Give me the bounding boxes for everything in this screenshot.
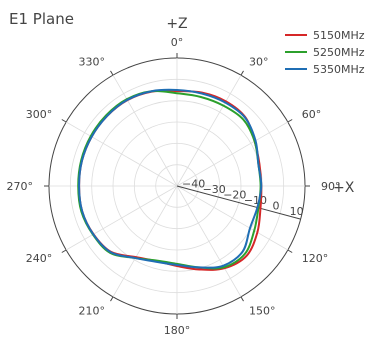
grid-spoke xyxy=(65,121,178,187)
radial-tick-label: −40 xyxy=(182,178,205,191)
grid-spoke xyxy=(112,185,178,298)
series-line-5250MHz xyxy=(77,89,262,270)
chart-title: E1 Plane xyxy=(9,10,74,28)
grid-spoke xyxy=(176,74,242,187)
angular-tick-mark xyxy=(61,119,67,123)
legend-label: 5150MHz xyxy=(313,29,365,42)
radial-tick-label: 0 xyxy=(273,200,280,213)
radial-axis-line xyxy=(176,185,301,220)
legend-label: 5350MHz xyxy=(313,63,365,76)
angular-tick-label: 300° xyxy=(26,108,53,121)
grid-spoke xyxy=(176,185,242,298)
angular-tick-label: 150° xyxy=(249,305,276,318)
radial-tick-label: −10 xyxy=(244,194,267,207)
angular-tick-label: 90° xyxy=(321,180,341,193)
angular-tick-label: 30° xyxy=(249,55,269,68)
angular-tick-mark xyxy=(240,296,244,302)
radial-tick-label: −30 xyxy=(203,183,226,196)
angular-tick-mark xyxy=(287,249,293,253)
grid-spoke xyxy=(176,121,289,187)
grid-spoke xyxy=(65,185,178,251)
grid-spoke xyxy=(112,74,178,187)
radial-tick-label: 10 xyxy=(290,205,304,218)
angular-tick-mark xyxy=(61,249,67,253)
angular-tick-mark xyxy=(110,296,114,302)
grid-spoke xyxy=(176,185,289,251)
polar-grid xyxy=(44,53,310,319)
legend-label: 5250MHz xyxy=(313,46,365,59)
angular-tick-label: 210° xyxy=(79,305,106,318)
series-lines xyxy=(77,88,263,271)
angular-tick-label: 270° xyxy=(7,180,34,193)
right-axis-label: +X xyxy=(333,180,355,196)
angular-tick-mark xyxy=(240,70,244,76)
legend: 5150MHz 5250MHz 5350MHz xyxy=(285,29,365,76)
angular-tick-label: 240° xyxy=(26,252,53,265)
angular-tick-label: 0° xyxy=(171,36,184,49)
radial-tick-label: −20 xyxy=(223,189,246,202)
angular-tick-label: 60° xyxy=(302,108,322,121)
angular-tick-label: 330° xyxy=(79,55,106,68)
angular-tick-labels: 0° 30° 60° 90° 120° 150° 180° 210° 240° 270° 300° 3… xyxy=(7,36,341,337)
radial-tick-labels: −40−30−20−10 0 10 xyxy=(182,178,304,219)
top-axis-label: +Z xyxy=(166,16,187,32)
angular-tick-mark xyxy=(110,70,114,76)
series-line-5350MHz xyxy=(78,88,263,269)
angular-tick-label: 120° xyxy=(302,252,329,265)
angular-tick-label: 180° xyxy=(164,324,191,337)
angular-tick-mark xyxy=(287,119,293,123)
